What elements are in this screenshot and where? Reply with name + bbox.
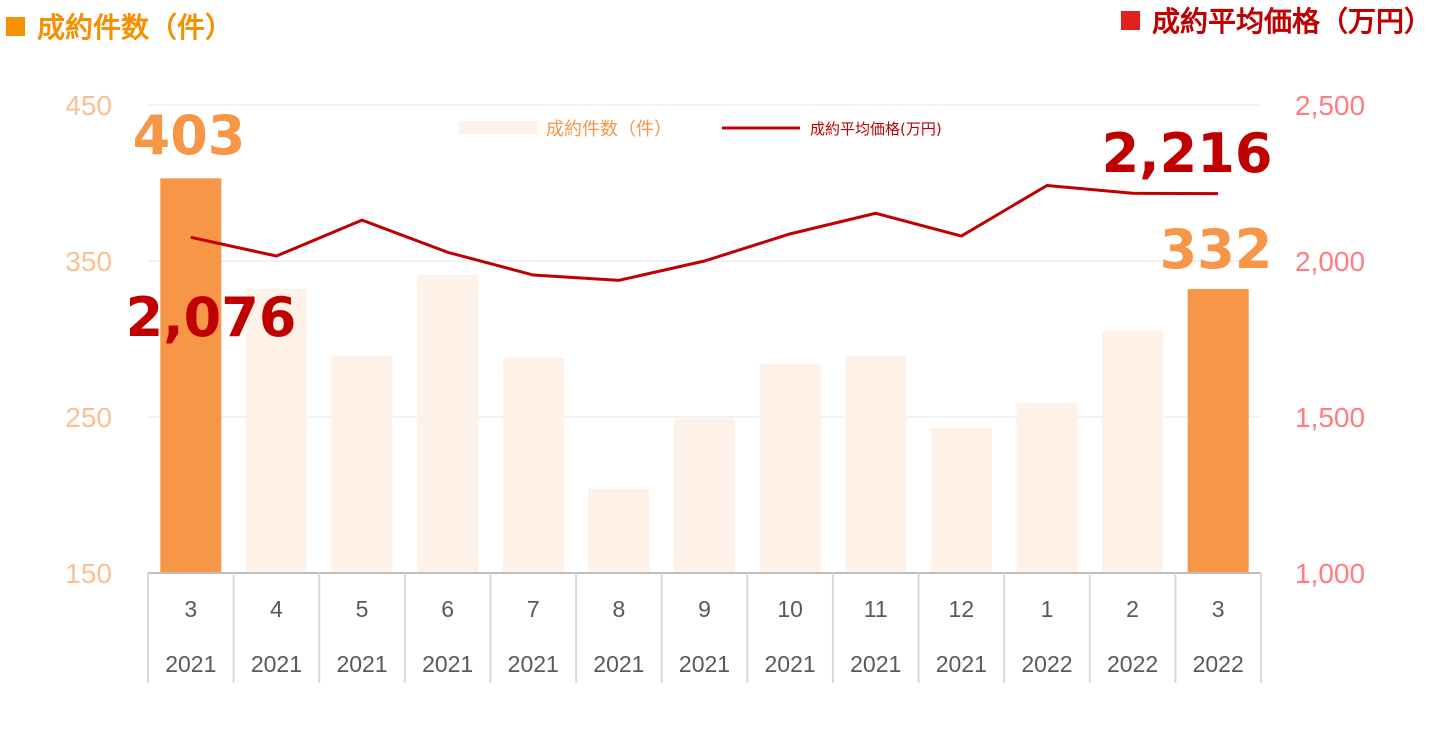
x-tick-year: 2021 [336,651,387,677]
x-tick-month: 7 [527,596,540,622]
right-axis-tick: 1,000 [1295,558,1365,589]
bar [1016,402,1078,573]
legend-bar-swatch [459,121,537,134]
bar [674,418,735,573]
right-axis-tick: 2,000 [1295,246,1365,277]
right-axis-tick: 2,500 [1295,90,1365,121]
data-label: 403 [133,104,246,167]
x-tick-month: 6 [441,596,454,622]
right-axis-title-text: 成約平均価格（万円） [1151,5,1432,38]
left-axis-tick: 250 [65,402,112,433]
legend-line-label: 成約平均価格(万円) [810,120,942,138]
x-tick-year: 2021 [165,651,216,677]
line-series-square-icon [1120,10,1140,30]
x-tick-year: 2021 [765,651,816,677]
bar [1102,331,1164,573]
x-tick-month: 4 [270,596,283,622]
data-label: 2,216 [1102,122,1273,185]
x-tick-month: 11 [864,596,888,622]
bar [245,289,307,573]
bar-highlighted [1187,289,1249,573]
left-axis-tick: 150 [65,558,112,589]
x-tick-year: 2021 [251,651,302,677]
left-axis-title: 成約件数（件） [6,4,233,48]
bar [502,357,564,573]
x-tick-year: 2021 [850,651,901,677]
left-axis-tick: 350 [65,246,112,277]
x-tick-month: 10 [777,596,803,622]
bar [930,427,992,573]
bar-highlighted [160,178,222,573]
bar [331,356,393,573]
x-tick-year: 2022 [1107,651,1158,677]
right-axis-title: 成約平均価格（万円） [1120,0,1432,40]
x-tick-year: 2022 [1193,651,1244,677]
bar [759,363,821,573]
x-tick-month: 2 [1126,596,1139,622]
x-tick-month: 3 [1212,596,1225,622]
bar [845,356,907,573]
x-tick-month: 3 [184,596,197,622]
price-line [190,183,1219,282]
x-tick-month: 5 [356,596,369,622]
x-tick-month: 12 [949,596,975,622]
x-tick-month: 8 [612,596,625,622]
x-tick-month: 9 [698,596,711,622]
bar-series-square-icon [6,16,25,36]
bar [588,488,650,573]
bar [417,275,479,573]
left-axis-title-text: 成約件数（件） [37,11,234,44]
x-tick-year: 2021 [679,651,730,677]
data-label: 332 [1160,218,1273,281]
x-tick-year: 2021 [508,651,559,677]
left-axis-tick: 450 [65,90,112,121]
x-tick-year: 2021 [422,651,473,677]
x-tick-month: 1 [1041,596,1054,622]
x-tick-year: 2021 [936,651,987,677]
right-axis-tick: 1,500 [1295,402,1365,433]
x-tick-year: 2022 [1021,651,1072,677]
x-tick-year: 2021 [593,651,644,677]
legend-bar-label: 成約件数（件） [546,119,672,140]
data-label: 2,076 [126,286,297,349]
